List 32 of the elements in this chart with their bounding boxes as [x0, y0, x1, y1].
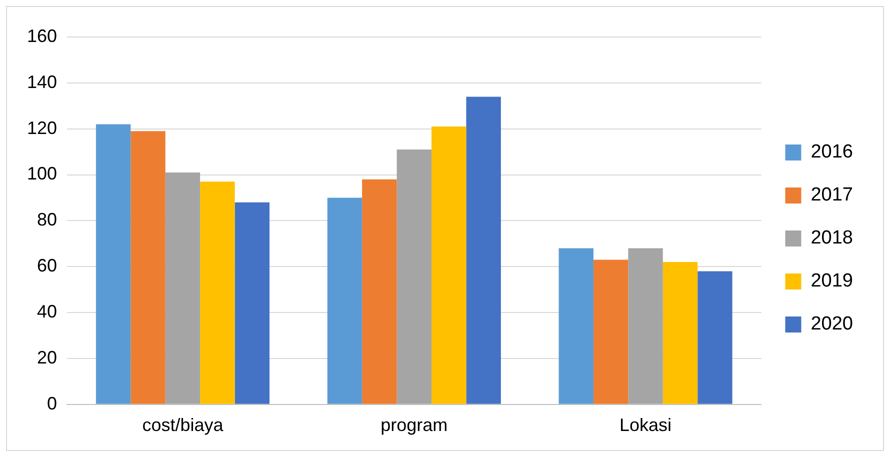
bar: [628, 248, 663, 404]
bar: [558, 248, 594, 404]
y-tick-label: 20: [37, 347, 58, 368]
y-tick-label: 60: [37, 256, 58, 276]
bar: [593, 260, 628, 404]
y-tick-label: 100: [26, 164, 58, 184]
legend-label: 2018: [810, 228, 854, 249]
bar: [431, 126, 466, 404]
x-tick-label: cost/biaya: [142, 415, 224, 436]
legend-label: 2020: [810, 314, 854, 335]
legend-label: 2016: [810, 142, 854, 163]
y-tick-label: 140: [26, 72, 58, 92]
legend-label: 2019: [810, 270, 854, 292]
x-tick-label: program: [380, 415, 448, 436]
y-tick-label: 0: [47, 393, 58, 414]
bar: [662, 262, 698, 404]
bar: [396, 150, 432, 404]
y-tick-label: 80: [37, 210, 58, 230]
bar: [327, 198, 362, 404]
y-tick-label: 120: [26, 118, 58, 138]
legend-label: 2017: [810, 184, 854, 206]
y-tick-label: 160: [26, 26, 58, 46]
bar: [698, 271, 732, 404]
bar: [466, 96, 501, 404]
bar: [234, 202, 270, 404]
bar: [200, 182, 235, 404]
bar: [362, 179, 397, 404]
x-tick-label: Lokasi: [620, 415, 672, 436]
bar: [96, 124, 131, 404]
bar: [130, 131, 166, 404]
y-tick-label: 40: [37, 302, 58, 322]
bar: [165, 172, 200, 404]
